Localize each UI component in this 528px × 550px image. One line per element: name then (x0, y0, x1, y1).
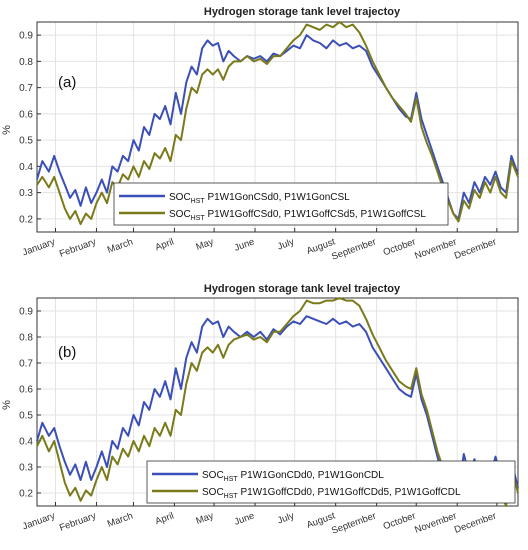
legend-entry: SOCHST P1W1GonCSd0, P1W1GonCSL (169, 192, 350, 205)
panel-a: Hydrogen storage tank level trajectoy 0.… (1, 6, 519, 263)
panel-label: (b) (58, 344, 76, 361)
x-axis: January February March April May June July Augu… (21, 502, 498, 537)
y-tick-label: 0.3 (19, 463, 33, 474)
series-line-1 (36, 34, 519, 220)
y-tick-label: 0.3 (19, 188, 33, 199)
y-tick-label: 0.5 (19, 411, 33, 422)
y-tick-label: 0.2 (19, 489, 33, 500)
x-tick-label: July (276, 236, 296, 252)
x-tick-label: May (194, 236, 215, 253)
y-tick-label: 0.9 (19, 31, 33, 42)
y-tick-label: 0.6 (19, 109, 33, 120)
x-tick-label: April (154, 510, 176, 527)
y-tick-label: 0.9 (19, 307, 33, 318)
x-tick-label: December (453, 510, 498, 535)
x-tick-label: February (58, 510, 98, 533)
x-tick-label: February (58, 236, 98, 259)
y-tick-label: 0.8 (19, 57, 33, 68)
panel-b: Hydrogen storage tank level trajectoy 0.… (1, 283, 519, 537)
legend: SOCHST P1W1GonCSd0, P1W1GonCSL SOCHST P1… (113, 182, 449, 226)
x-tick-label: September (330, 236, 377, 262)
y-axis-label: % (1, 400, 13, 410)
x-tick-label: September (330, 510, 377, 536)
y-tick-label: 0.8 (19, 333, 33, 344)
chart-title: Hydrogen storage tank level trajectoy (204, 283, 401, 295)
x-tick-label: May (194, 510, 215, 527)
legend-box (146, 460, 516, 504)
x-tick-label: June (233, 510, 256, 527)
y-tick-label: 0.5 (19, 136, 33, 147)
legend-box (113, 182, 449, 226)
x-tick-label: November (413, 236, 458, 261)
x-tick-label: October (382, 236, 418, 258)
x-axis: January February March April May June July Augu… (21, 228, 498, 263)
x-tick-label: March (106, 236, 135, 255)
x-tick-label: June (233, 236, 256, 253)
panel-label: (a) (58, 74, 76, 91)
x-tick-label: January (21, 510, 57, 532)
plot-area (36, 21, 519, 233)
x-tick-label: December (453, 236, 498, 261)
legend-entry: SOCHST P1W1GoffCDd0, P1W1GoffCDd5, P1W1G… (202, 487, 461, 500)
y-axis-label: % (1, 125, 13, 135)
y-tick-label: 0.7 (19, 83, 33, 94)
chart-title: Hydrogen storage tank level trajectoy (204, 6, 401, 18)
y-tick-label: 0.4 (19, 437, 33, 448)
y-tick-label: 0.7 (19, 359, 33, 370)
legend-entry: SOCHST P1W1GoffCSd0, P1W1GoffCSd5, P1W1G… (169, 209, 426, 222)
y-axis: 0.2 0.3 0.4 0.5 0.6 0.7 0.8 0.9 (19, 307, 41, 500)
y-tick-label: 0.2 (19, 214, 33, 225)
y-tick-label: 0.6 (19, 385, 33, 396)
plot-area (36, 297, 519, 507)
x-tick-label: July (276, 510, 296, 526)
y-axis: 0.2 0.3 0.4 0.5 0.6 0.7 0.8 0.9 (19, 31, 41, 225)
y-tick-label: 0.4 (19, 162, 33, 173)
x-tick-label: April (154, 236, 176, 253)
x-tick-label: October (382, 510, 418, 532)
x-tick-label: November (413, 510, 458, 535)
legend-entry: SOCHST P1W1GonCDd0, P1W1GonCDL (202, 470, 384, 483)
legend: SOCHST P1W1GonCDd0, P1W1GonCDL SOCHST P1… (146, 460, 516, 504)
x-tick-label: January (21, 236, 57, 258)
x-tick-label: March (106, 510, 135, 529)
